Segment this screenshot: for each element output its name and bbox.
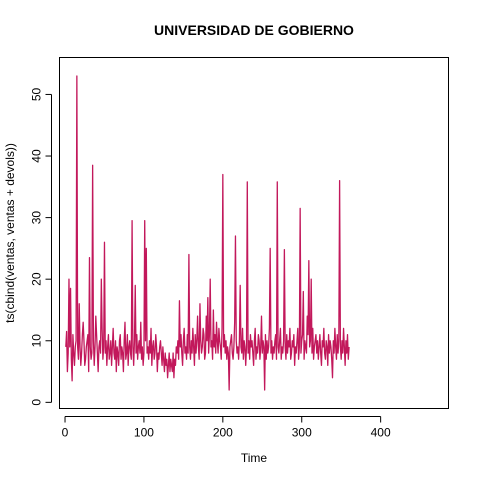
y-tick-label: 40 (30, 149, 44, 163)
x-tick-label: 100 (134, 426, 154, 440)
y-tick-label: 20 (30, 272, 44, 286)
y-axis: 0 10 20 30 40 50 (30, 87, 52, 406)
x-tick-label: 200 (213, 426, 233, 440)
y-tick-label: 10 (30, 334, 44, 348)
y-tick-label: 50 (30, 87, 44, 101)
chart-title: UNIVERSIDAD DE GOBIERNO (154, 22, 354, 38)
x-tick-label: 300 (292, 426, 312, 440)
series-line (65, 75, 350, 391)
y-tick-label: 0 (30, 399, 44, 406)
x-axis-label: Time (241, 451, 268, 465)
plot-area-box (59, 57, 449, 409)
series-group (65, 75, 350, 391)
y-tick-label: 30 (30, 211, 44, 225)
x-tick-label: 0 (62, 426, 69, 440)
x-axis: 0 100 200 300 400 (62, 416, 391, 440)
y-axis-label: ts(cbind(ventas, ventas + devols)) (3, 143, 17, 323)
x-tick-label: 400 (371, 426, 391, 440)
